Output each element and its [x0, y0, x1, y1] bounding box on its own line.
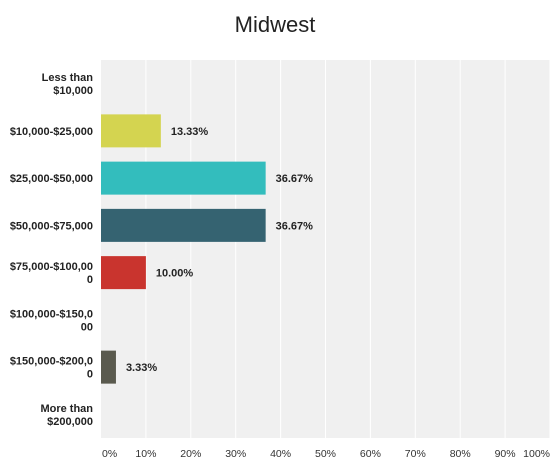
- category-label: $50,000-$75,000: [10, 220, 93, 232]
- bar: [101, 350, 116, 384]
- x-tick-label: 90%: [495, 448, 516, 460]
- category-label: 00: [81, 321, 93, 333]
- category-label: $200,000: [47, 416, 93, 428]
- bar: [101, 208, 266, 242]
- category-label: $100,000-$150,0: [10, 308, 93, 320]
- category-label: $10,000: [53, 85, 93, 97]
- data-label: 36.67%: [276, 220, 314, 232]
- category-label: $25,000-$50,000: [10, 173, 93, 185]
- x-tick-label: 100%: [523, 448, 550, 460]
- category-label: $75,000-$100,00: [10, 261, 93, 273]
- category-label: 0: [87, 369, 93, 381]
- data-label: 36.67%: [276, 173, 314, 185]
- x-tick-label: 30%: [225, 448, 246, 460]
- bar: [101, 161, 266, 195]
- x-tick-label: 80%: [450, 448, 471, 460]
- x-tick-label: 50%: [315, 448, 336, 460]
- data-label: 13.33%: [171, 126, 209, 138]
- x-tick-label: 60%: [360, 448, 381, 460]
- category-label: More than: [40, 403, 93, 415]
- bar: [101, 256, 146, 290]
- category-label: Less than: [42, 72, 94, 84]
- category-label: $150,000-$200,0: [10, 356, 93, 368]
- chart-title: Midwest: [234, 12, 316, 37]
- x-tick-label: 0%: [102, 448, 117, 460]
- x-tick-label: 70%: [405, 448, 426, 460]
- category-label: $10,000-$25,000: [10, 126, 93, 138]
- data-label: 10.00%: [156, 268, 194, 280]
- data-label: 3.33%: [126, 362, 157, 374]
- category-label: 0: [87, 274, 93, 286]
- x-tick-label: 10%: [135, 448, 156, 460]
- bar: [101, 114, 161, 148]
- x-tick-label: 20%: [180, 448, 201, 460]
- x-tick-label: 40%: [270, 448, 291, 460]
